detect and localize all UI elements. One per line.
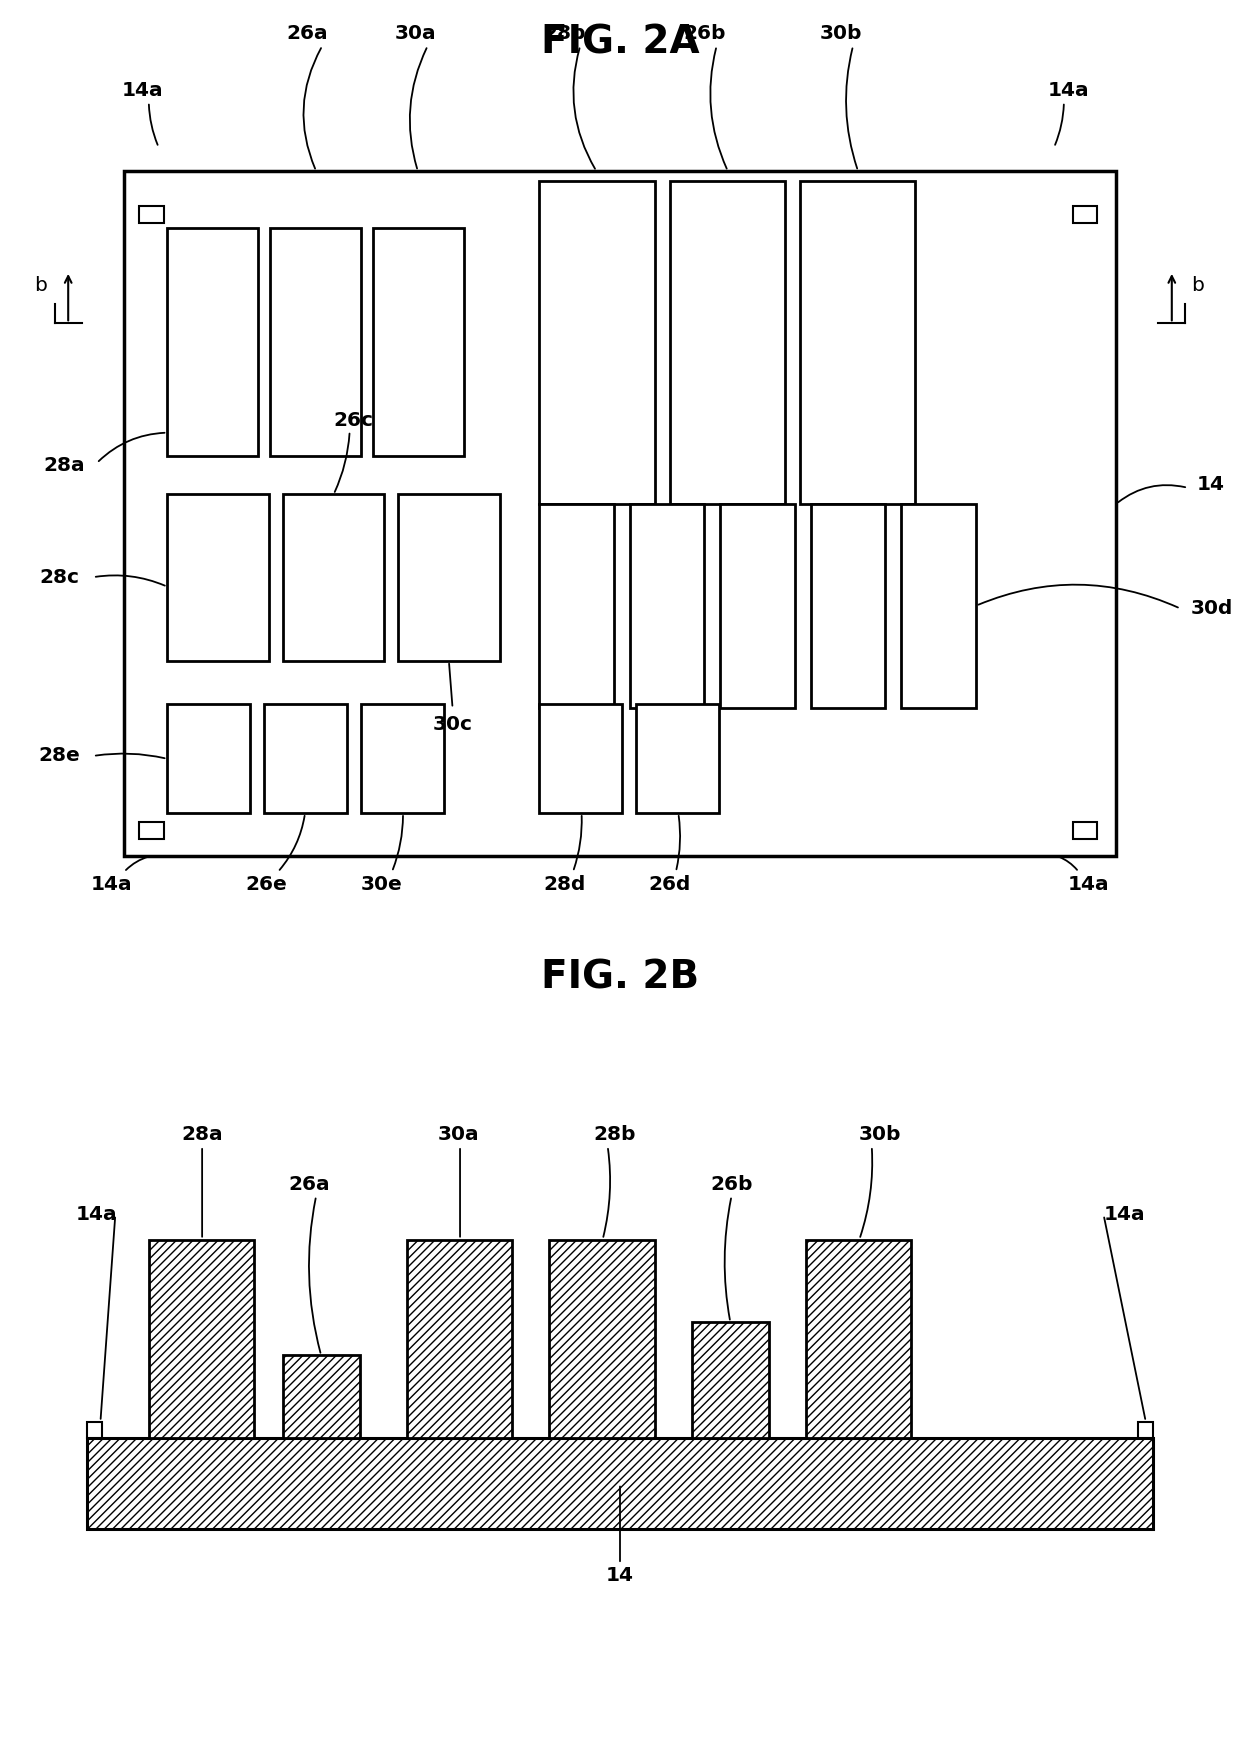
Bar bbox=[264, 704, 347, 814]
Bar bbox=[720, 504, 795, 708]
Text: 14a: 14a bbox=[122, 81, 164, 100]
Bar bbox=[800, 181, 915, 504]
Bar bbox=[361, 704, 444, 814]
Text: 28e: 28e bbox=[38, 747, 81, 766]
Text: 26a: 26a bbox=[288, 1175, 330, 1194]
Text: 26b: 26b bbox=[683, 25, 725, 42]
Text: 28a: 28a bbox=[181, 1125, 223, 1145]
Text: FIG. 2B: FIG. 2B bbox=[541, 958, 699, 997]
Bar bbox=[630, 504, 704, 708]
Text: 14a: 14a bbox=[76, 1205, 118, 1224]
Bar bbox=[283, 495, 384, 660]
Bar bbox=[636, 704, 719, 814]
Bar bbox=[806, 1240, 911, 1439]
Bar bbox=[811, 504, 885, 708]
Text: 30d: 30d bbox=[1190, 599, 1233, 618]
Bar bbox=[692, 1323, 769, 1439]
Text: 14a: 14a bbox=[91, 875, 133, 895]
Text: b: b bbox=[1192, 276, 1204, 294]
Text: 30b: 30b bbox=[859, 1125, 901, 1145]
Text: FIG. 2A: FIG. 2A bbox=[541, 23, 699, 62]
Bar bbox=[398, 495, 500, 660]
Bar bbox=[539, 181, 655, 504]
Text: b: b bbox=[35, 276, 47, 294]
Text: 26a: 26a bbox=[286, 25, 329, 42]
Text: 26e: 26e bbox=[246, 875, 288, 895]
Text: 14: 14 bbox=[1197, 475, 1225, 495]
Bar bbox=[283, 1356, 360, 1439]
Bar bbox=[1138, 1421, 1153, 1439]
Text: 26c: 26c bbox=[334, 410, 373, 430]
Text: 14a: 14a bbox=[1068, 875, 1110, 895]
Bar bbox=[549, 1240, 655, 1439]
Bar bbox=[87, 1421, 102, 1439]
Text: 28a: 28a bbox=[43, 456, 86, 475]
Bar bbox=[670, 181, 785, 504]
Bar bbox=[407, 1240, 512, 1439]
Text: 26d: 26d bbox=[649, 875, 691, 895]
Text: 28d: 28d bbox=[543, 875, 585, 895]
Bar bbox=[167, 229, 258, 456]
Bar bbox=[124, 171, 1116, 856]
Bar bbox=[901, 504, 976, 708]
Text: 30c: 30c bbox=[433, 715, 472, 734]
Bar bbox=[167, 495, 269, 660]
Text: 14: 14 bbox=[606, 1567, 634, 1585]
Bar bbox=[139, 206, 164, 224]
Bar bbox=[270, 229, 361, 456]
Text: 30a: 30a bbox=[438, 1125, 480, 1145]
Bar bbox=[1073, 206, 1097, 224]
Bar bbox=[1073, 822, 1097, 838]
Bar bbox=[149, 1240, 254, 1439]
Text: 30b: 30b bbox=[820, 25, 862, 42]
Text: 14a: 14a bbox=[1048, 81, 1090, 100]
Text: 28b: 28b bbox=[543, 25, 585, 42]
Bar bbox=[373, 229, 464, 456]
Bar bbox=[87, 1439, 1153, 1529]
Bar bbox=[539, 704, 622, 814]
Bar bbox=[139, 822, 164, 838]
Text: 26b: 26b bbox=[711, 1175, 753, 1194]
Text: 30e: 30e bbox=[361, 875, 403, 895]
Bar bbox=[539, 504, 614, 708]
Bar bbox=[167, 704, 250, 814]
Text: 28b: 28b bbox=[594, 1125, 636, 1145]
Text: 14a: 14a bbox=[1104, 1205, 1146, 1224]
Text: 28c: 28c bbox=[40, 567, 79, 586]
Text: 30a: 30a bbox=[394, 25, 436, 42]
